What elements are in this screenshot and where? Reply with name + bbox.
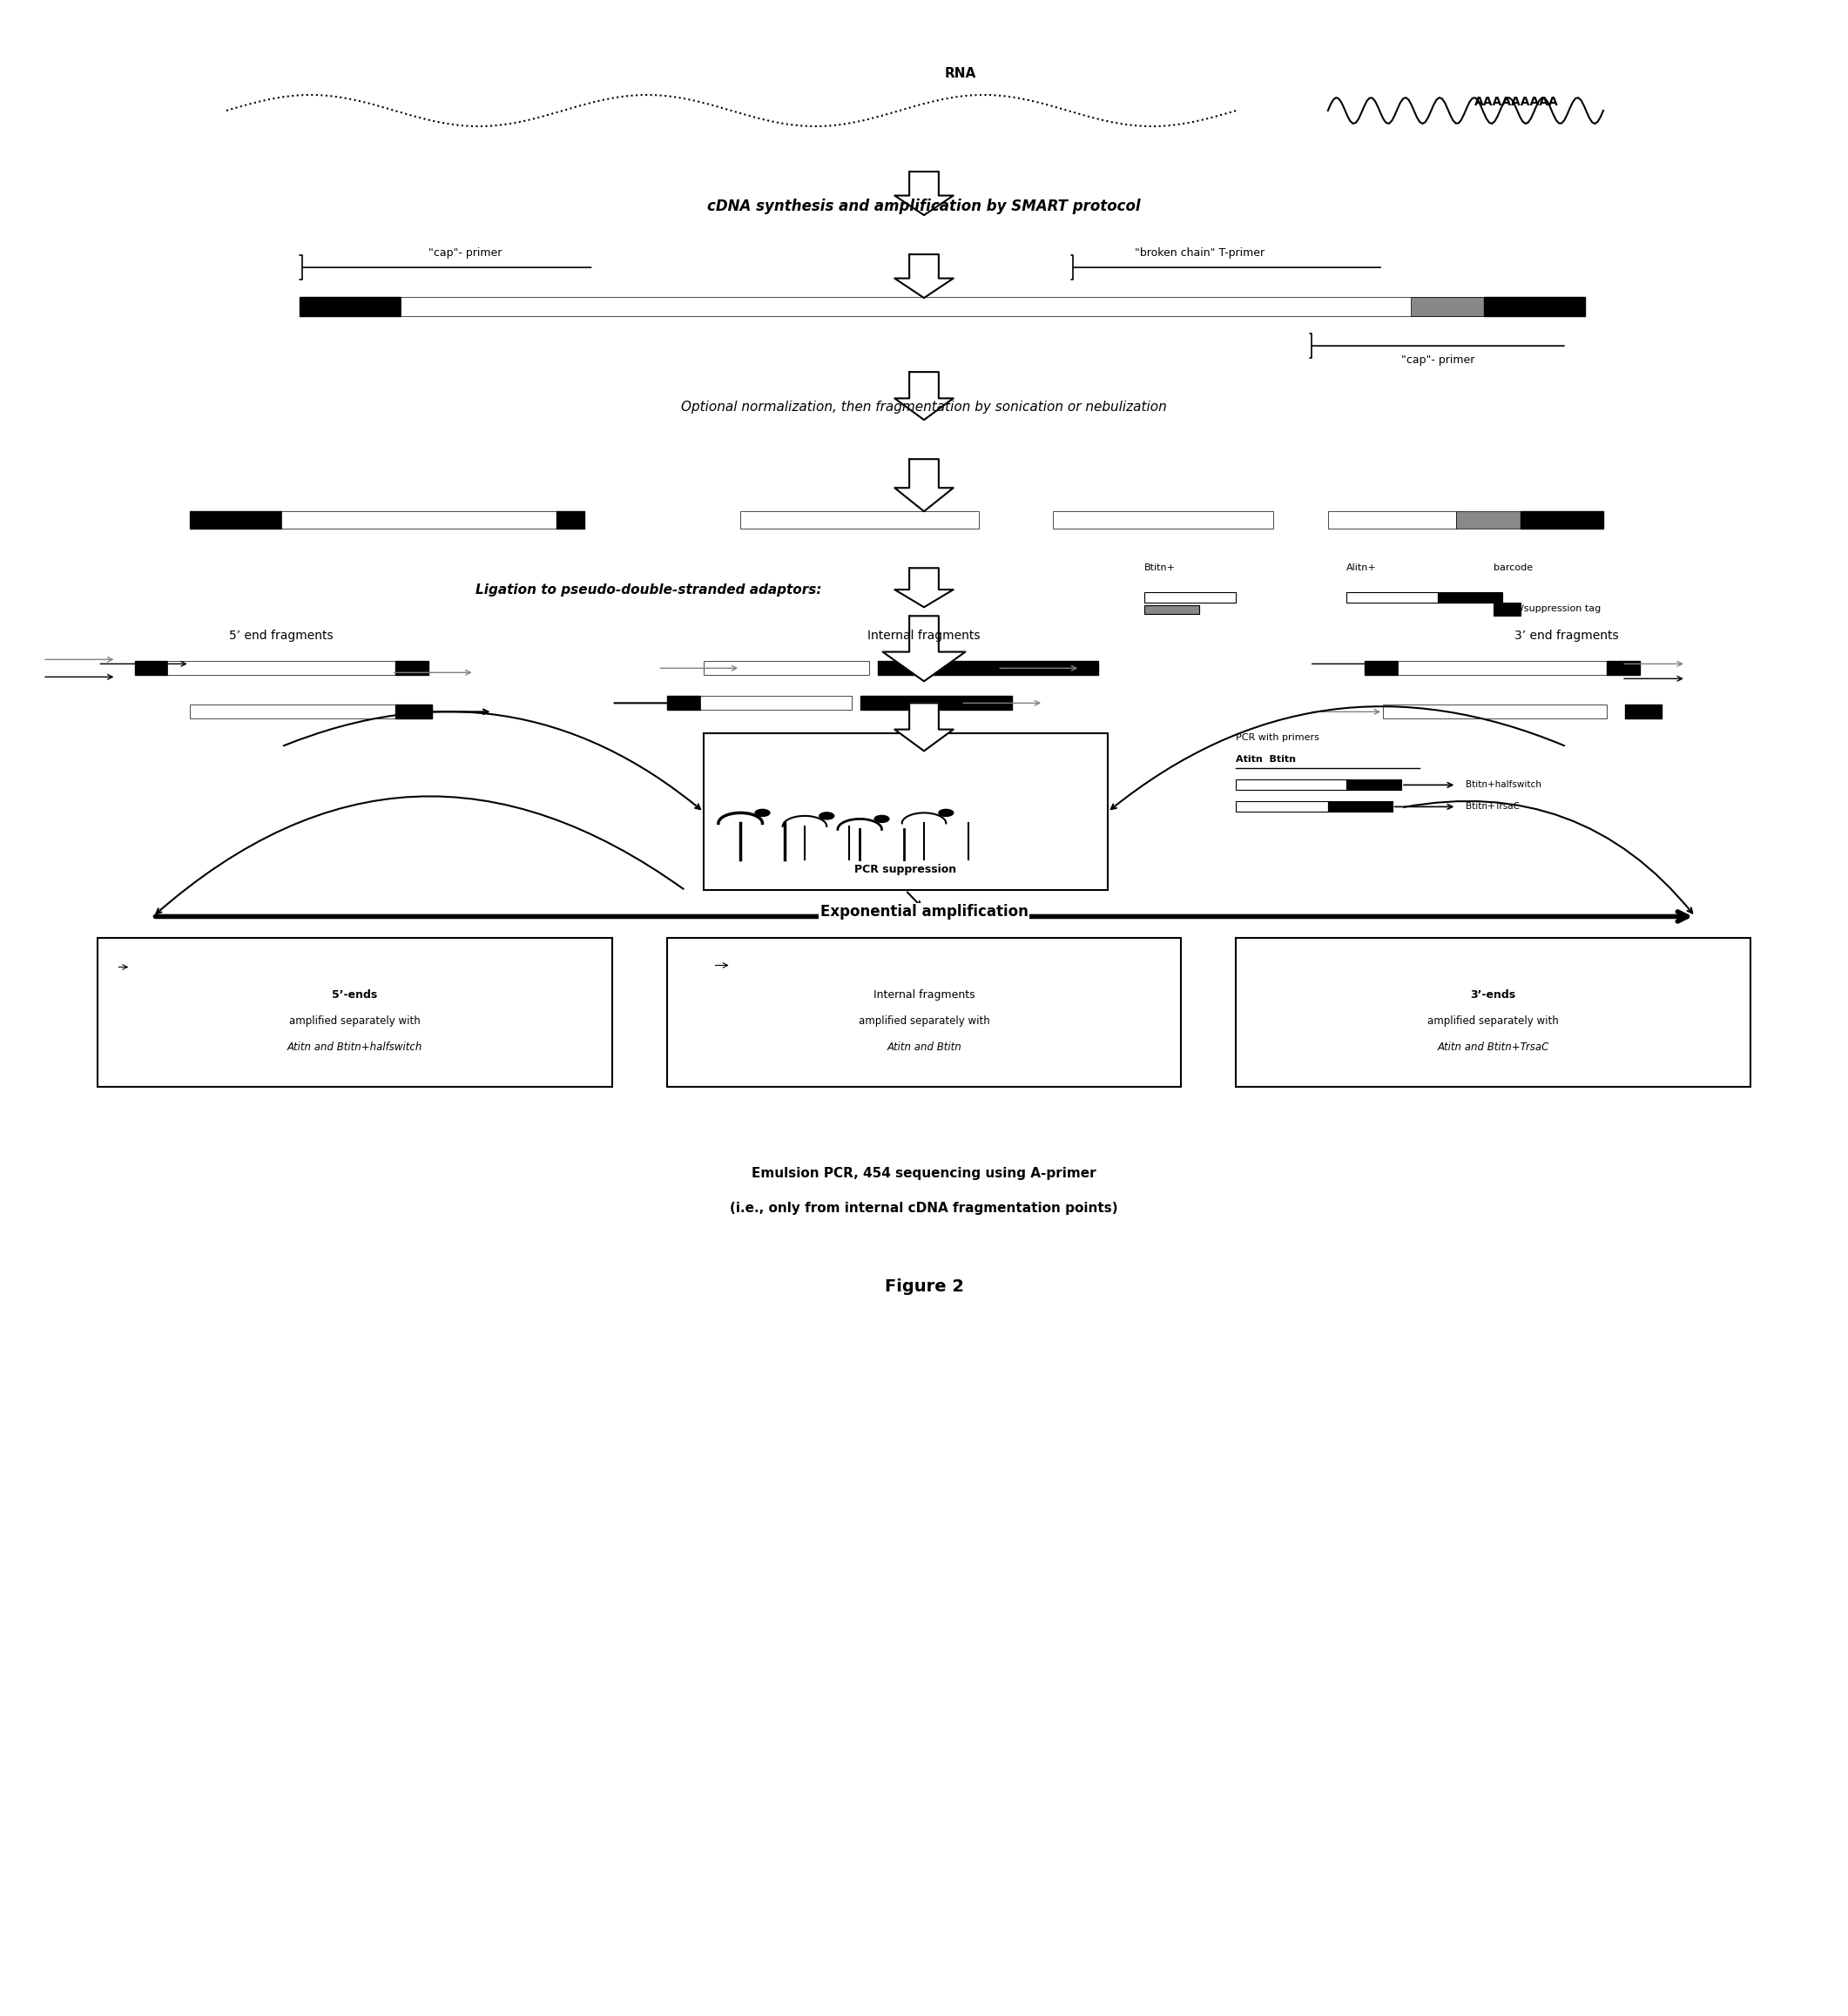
Text: "cap"- primer: "cap"- primer <box>429 248 503 258</box>
Bar <box>1144 593 1236 603</box>
Polygon shape <box>894 704 954 752</box>
Bar <box>1236 937 1750 1087</box>
Bar <box>1310 960 1530 972</box>
Bar <box>395 661 429 675</box>
Bar <box>1438 593 1502 603</box>
Text: "broken chain" T-primer: "broken chain" T-primer <box>1135 248 1264 258</box>
Text: amplified separately with: amplified separately with <box>290 1016 421 1026</box>
Text: Internal fragments: Internal fragments <box>867 629 981 641</box>
Bar <box>878 661 1098 675</box>
Bar <box>1236 780 1345 790</box>
Text: Btitn+halfswitch: Btitn+halfswitch <box>1465 780 1541 790</box>
Bar <box>861 696 1013 710</box>
Bar <box>1329 512 1456 528</box>
Bar <box>700 696 852 710</box>
Text: RNA: RNA <box>944 67 976 81</box>
Circle shape <box>939 808 954 816</box>
Bar <box>281 512 556 528</box>
Bar <box>1236 802 1329 812</box>
Bar <box>667 696 700 710</box>
Bar <box>704 661 869 675</box>
Bar <box>1053 512 1273 528</box>
Bar <box>1345 593 1438 603</box>
Bar <box>299 296 401 317</box>
Text: amplified separately with: amplified separately with <box>857 1016 991 1026</box>
Bar <box>556 512 584 528</box>
Bar <box>1484 296 1586 317</box>
Text: "cap"- primer: "cap"- primer <box>1401 355 1475 365</box>
Text: AAAAAAAAA: AAAAAAAAA <box>1475 97 1560 109</box>
Bar <box>906 960 970 972</box>
Bar <box>1397 661 1608 675</box>
Bar <box>135 661 168 675</box>
Polygon shape <box>894 569 954 607</box>
Bar <box>163 962 309 974</box>
Bar <box>401 296 1484 317</box>
Circle shape <box>874 814 889 823</box>
Text: (i.e., only from internal cDNA fragmentation points): (i.e., only from internal cDNA fragmenta… <box>730 1202 1118 1216</box>
Bar <box>1329 802 1392 812</box>
Text: Btitn+TrsaC: Btitn+TrsaC <box>1465 802 1519 810</box>
Text: Alitn+: Alitn+ <box>1345 564 1377 573</box>
Bar <box>667 937 1181 1087</box>
Bar <box>1456 512 1521 528</box>
Text: 5’-ends: 5’-ends <box>333 990 377 1000</box>
Bar <box>1345 780 1401 790</box>
Text: Atitn and Btitn+TrsaC: Atitn and Btitn+TrsaC <box>1438 1042 1549 1052</box>
Text: barcode: barcode <box>1493 564 1532 573</box>
Text: 3’-ends: 3’-ends <box>1471 990 1515 1000</box>
Bar <box>1382 706 1608 720</box>
Bar <box>1608 661 1639 675</box>
Text: Ligation to pseudo-double-stranded adaptors:: Ligation to pseudo-double-stranded adapt… <box>475 583 822 597</box>
Text: Btitn+: Btitn+ <box>1144 564 1175 573</box>
Text: Emulsion PCR, 454 sequencing using A-primer: Emulsion PCR, 454 sequencing using A-pri… <box>752 1167 1096 1179</box>
Text: PCR with primers: PCR with primers <box>1236 734 1319 742</box>
Bar <box>704 734 1107 891</box>
Bar <box>168 661 395 675</box>
Bar <box>1273 960 1310 972</box>
Polygon shape <box>894 254 954 298</box>
Bar <box>741 512 979 528</box>
Polygon shape <box>883 617 965 681</box>
Text: Exponential amplification: Exponential amplification <box>821 905 1027 919</box>
Circle shape <box>756 808 771 816</box>
Bar <box>723 960 906 972</box>
Text: amplified separately with: amplified separately with <box>1427 1016 1558 1026</box>
Bar <box>395 706 432 720</box>
Bar <box>1364 661 1397 675</box>
Polygon shape <box>894 171 954 216</box>
Bar <box>190 706 429 720</box>
Polygon shape <box>894 460 954 512</box>
Polygon shape <box>894 373 954 419</box>
Bar <box>190 512 281 528</box>
Circle shape <box>819 812 833 818</box>
Text: Atitn and Btitn: Atitn and Btitn <box>887 1042 961 1052</box>
Bar <box>1624 706 1661 720</box>
Text: /suppression tag: /suppression tag <box>1521 605 1600 613</box>
Text: 5’ end fragments: 5’ end fragments <box>229 629 333 641</box>
Text: 3’ end fragments: 3’ end fragments <box>1515 629 1619 641</box>
Text: Internal fragments: Internal fragments <box>874 990 974 1000</box>
Text: Figure 2: Figure 2 <box>885 1278 963 1294</box>
Bar <box>126 962 163 974</box>
Text: Optional normalization, then fragmentation by sonication or nebulization: Optional normalization, then fragmentati… <box>682 401 1166 413</box>
Text: cDNA synthesis and amplification by SMART protocol: cDNA synthesis and amplification by SMAR… <box>708 200 1140 214</box>
Bar <box>1521 512 1604 528</box>
Bar <box>98 937 612 1087</box>
Bar <box>1144 605 1199 615</box>
Bar <box>1493 603 1521 617</box>
Text: PCR suppression: PCR suppression <box>854 865 957 875</box>
Bar <box>1410 296 1484 317</box>
Text: Atitn  Btitn: Atitn Btitn <box>1236 756 1295 764</box>
Text: Atitn and Btitn+halfswitch: Atitn and Btitn+halfswitch <box>286 1042 423 1052</box>
